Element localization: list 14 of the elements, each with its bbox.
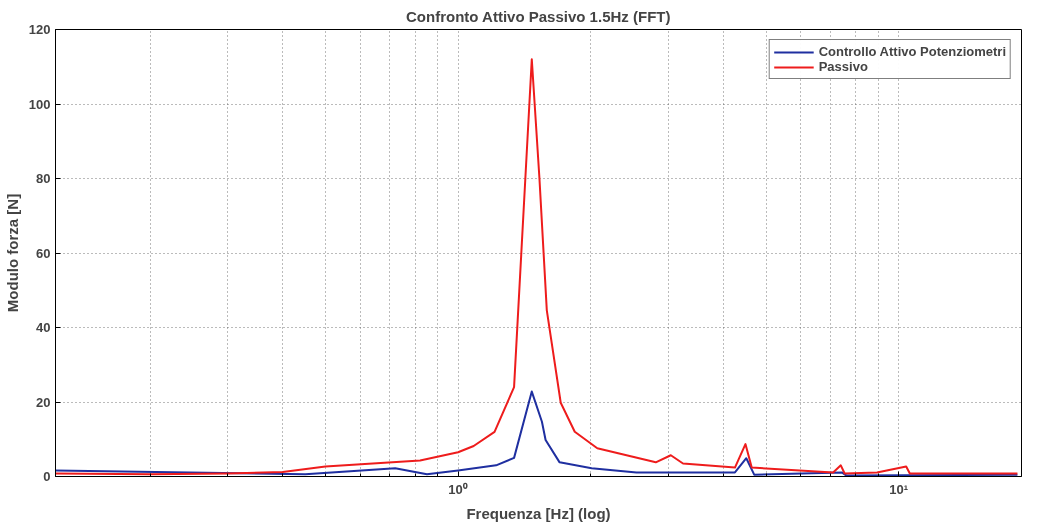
y-tick-label: 0 (43, 469, 51, 484)
x-tick-label: 10¹ (889, 481, 909, 497)
y-axis-title: Modulo forza [N] (3, 193, 21, 313)
x-tick-label: 10⁰ (448, 481, 468, 497)
y-tick-label: 20 (36, 394, 51, 410)
y-tick-label: 80 (36, 171, 51, 186)
y-tick-label: 100 (28, 96, 51, 112)
legend-label: Passivo (818, 59, 868, 74)
legend-label: Controllo Attivo Potenziometri (818, 44, 1006, 59)
y-tick-label: 120 (28, 22, 51, 37)
chart-title: Confronto Attivo Passivo 1.5Hz (FFT) (406, 7, 671, 25)
x-axis-title: Frequenza [Hz] (log) (466, 504, 611, 522)
y-tick-label: 60 (36, 245, 51, 261)
y-tick-label: 40 (36, 320, 51, 335)
